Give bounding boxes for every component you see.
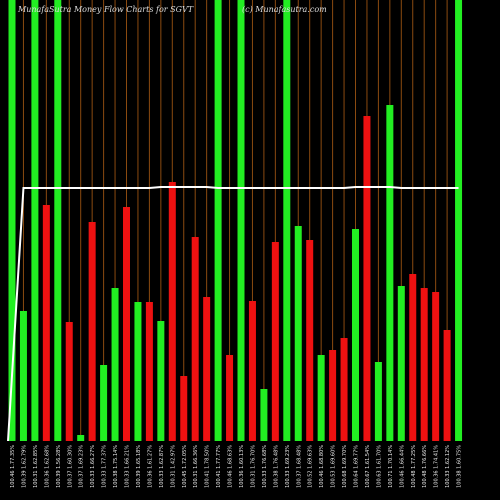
x-tick-label: 100.33 1.77.37% [102,445,108,488]
bar [409,274,417,441]
x-tick-label: 100.33 1.62.12% [445,445,451,488]
bar [352,229,359,441]
x-tick-label: 100.38 1.75.14% [113,445,119,488]
bar [54,0,62,441]
x-tick-label: 100.37 1.69.23% [79,445,85,488]
x-tick-label: 100.31 1.66.36% [193,445,199,488]
bar [329,350,337,441]
x-tick-label: 100.67 1.61.54% [365,445,371,488]
x-tick-label: 100.52 1.69.63% [308,445,314,488]
bar [203,297,211,441]
x-tick-label: 100.46 1.66.44% [399,445,405,488]
bar [214,0,222,441]
x-tick-label: 100.48 1.77.25% [411,445,417,488]
bar [294,226,302,441]
x-tick-label: 100.71 1.70.14% [388,445,394,488]
bar [180,376,188,441]
x-tick-label: 100.36 1.62.68% [44,445,50,488]
bar [31,0,39,441]
x-tick-label: 100.37 1.68.48% [296,445,302,488]
x-tick-label: 100.46 1.68.63% [228,445,234,488]
bar [168,182,176,441]
x-tick-label: 100.39 1.65.18% [136,445,142,488]
bar [397,286,405,441]
bar [65,322,73,441]
x-tick-label: 100.41 1.78.50% [205,445,211,488]
bar [420,288,428,441]
line [7,186,459,442]
bar [432,292,440,441]
bar [283,0,291,441]
x-tick-label: 100.45 1.72.05% [182,445,188,488]
bar [100,365,108,441]
bar [386,105,394,441]
bar [363,116,371,441]
x-tick-label: 100.31 1.76.70% [250,445,256,488]
chart-title: MunafaSutra Money Flow Charts for SGVT [17,5,194,14]
bar [237,0,245,441]
bar [134,302,142,441]
bars [8,0,463,441]
x-tick-label: 100.38 1.76.48% [273,445,279,488]
x-tick-label: 100.68 1.69.70% [342,445,348,488]
x-tick-label: 100.48 1.76.66% [422,445,428,488]
bar [145,302,153,441]
bar [8,0,16,441]
chart-subtitle: (c) Munafasutra.com [242,5,327,14]
x-tick-label: 100.46 1.68.80% [319,445,325,488]
x-tick-label: 100.36 1.74.41% [434,445,440,488]
x-tick-label: 100.36 1.60.13% [239,445,245,488]
bar [271,242,279,441]
x-tick-label: 100.53 1.69.60% [331,445,337,488]
bar [306,240,314,441]
bar [226,355,234,441]
x-tick-label: 100.33 1.76.68% [262,445,268,488]
x-tick-label: 100.38 1.60.75% [457,445,463,488]
bar [123,207,130,441]
x-tick-label: 100.39 1.62.79% [21,445,27,488]
bar [260,389,268,441]
bar [42,205,50,441]
x-tick-label: 100.31 1.42.97% [170,445,176,488]
x-tick-label: 100.37 1.60.30% [67,445,73,488]
x-tick-label: 100.33 1.69.23% [285,445,291,488]
bar [443,330,451,441]
x-tick-label: 100.39 1.56.28% [56,445,62,488]
bar [157,321,165,441]
bar [374,362,382,441]
bar [191,237,199,441]
x-tick-label: 100.41 1.77.77% [216,445,222,488]
bar [248,301,256,441]
x-tick-label: 100.31 1.62.85% [33,445,39,488]
bar [88,222,96,441]
bar [77,435,85,441]
bar [317,355,325,441]
x-tick-label: 100.63 1.61.70% [376,445,382,488]
x-tick-label: 100.36 1.61.27% [147,445,153,488]
x-tick-label: 100.64 1.69.77% [354,445,360,488]
bar [19,311,27,441]
x-tick-label: 100.33 1.66.27% [90,445,96,488]
bar [455,0,463,441]
x-tick-label: 100.46 1.77.35% [10,445,16,488]
bar [340,338,348,441]
x-tick-label: 100.33 1.62.87% [159,445,165,488]
bar [111,288,119,441]
x-tick-label: 100.33 1.66.21% [125,445,131,488]
